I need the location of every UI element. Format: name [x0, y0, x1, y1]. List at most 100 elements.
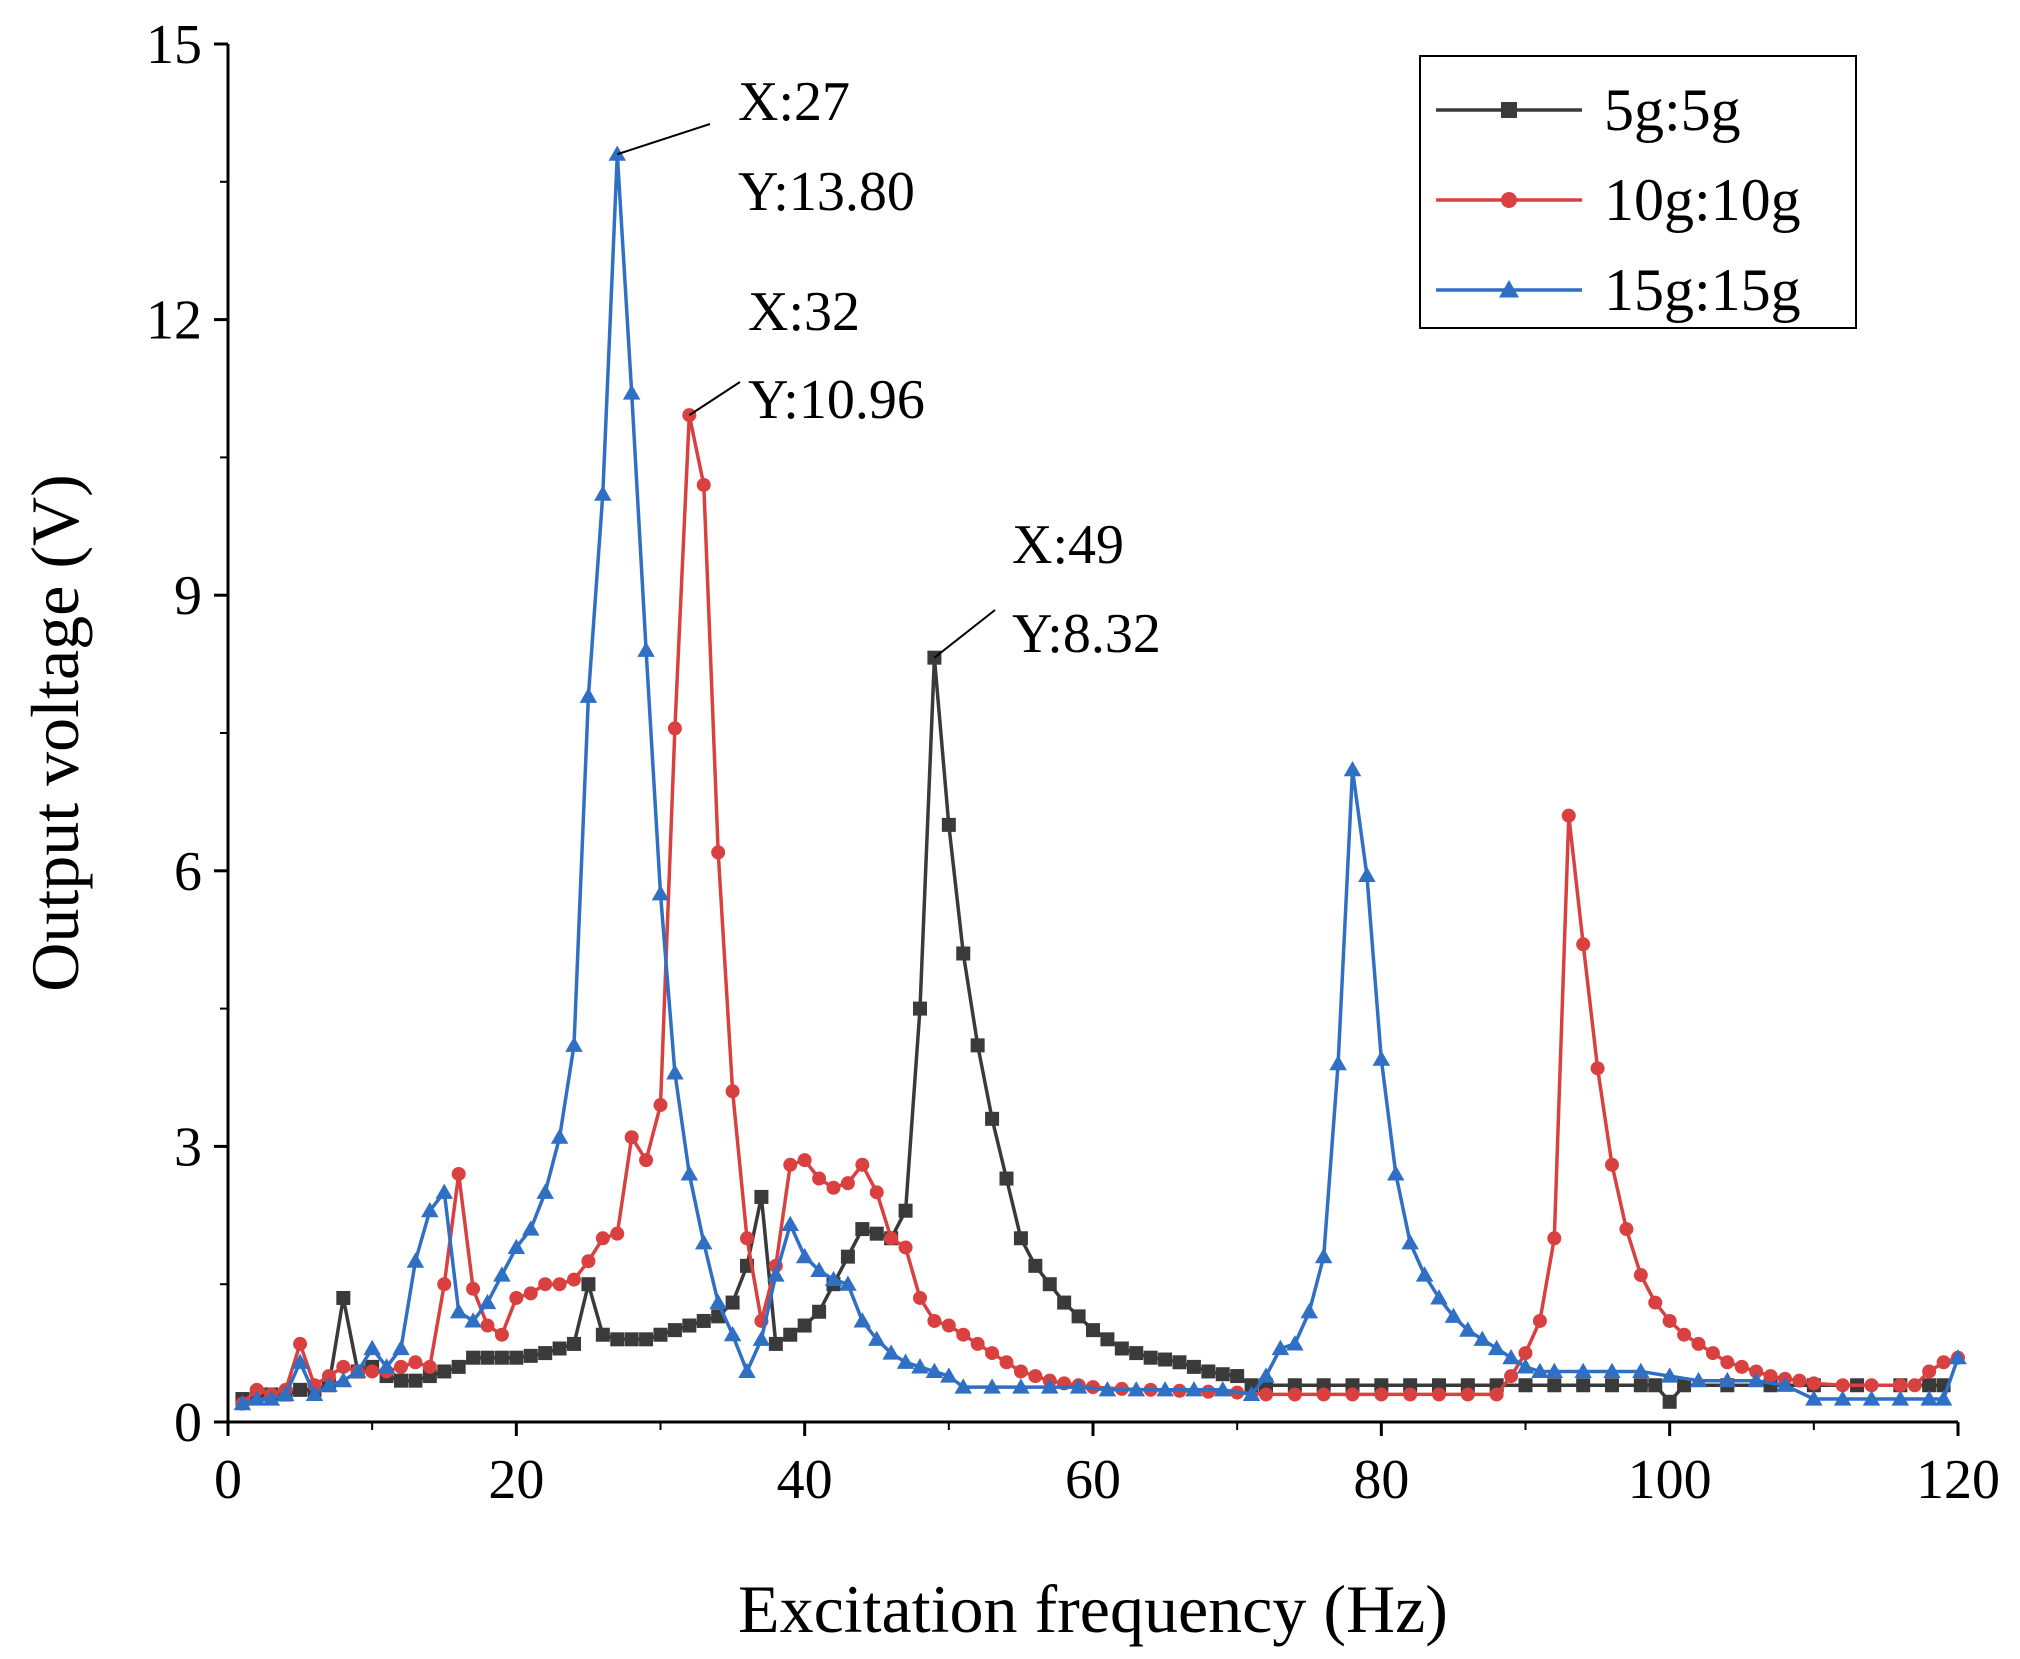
data-point-circle: [1316, 1387, 1331, 1402]
legend-entry-5g: 5g:5g: [1436, 77, 1741, 143]
data-point-square: [1605, 1378, 1619, 1393]
data-point-square: [1633, 1378, 1648, 1393]
data-point-triangle: [738, 1362, 756, 1379]
data-point-triangle: [925, 1362, 944, 1379]
data-point-triangle: [248, 1390, 266, 1406]
data-point-square: [1648, 1378, 1663, 1393]
data-point-square: [552, 1341, 567, 1356]
data-point-square: [1158, 1352, 1173, 1367]
legend: 5g:5g 10g:10g 15g:15g: [1419, 55, 1857, 329]
data-point-square: [1677, 1378, 1692, 1393]
annotation-leader-line: [616, 123, 711, 156]
data-point-triangle: [363, 1339, 381, 1356]
data-point-triangle: [349, 1362, 367, 1379]
data-point-triangle: [291, 1353, 309, 1369]
data-point-circle: [740, 1231, 754, 1246]
data-point-triangle: [1776, 1376, 1794, 1392]
data-point-circle: [783, 1157, 798, 1172]
data-point-circle: [581, 1254, 596, 1269]
data-point-triangle: [334, 1371, 353, 1388]
data-point-circle: [1691, 1336, 1706, 1351]
data-point-triangle: [868, 1330, 886, 1346]
data-point-square: [293, 1382, 308, 1397]
data-point-circle: [523, 1286, 538, 1301]
data-point-square: [494, 1350, 509, 1365]
data-point-square: [898, 1203, 913, 1218]
data-point-triangle: [1214, 1381, 1232, 1397]
data-point-triangle: [1343, 760, 1362, 777]
data-point-triangle: [464, 1312, 482, 1328]
data-point-triangle: [1459, 1321, 1477, 1337]
data-point-square: [581, 1277, 596, 1292]
data-point-circle: [725, 1084, 740, 1099]
annotation-peak-1: X:27 Y:13.80: [616, 71, 915, 223]
data-point-square: [567, 1336, 581, 1351]
data-point-triangle: [651, 885, 670, 901]
data-point-circle: [840, 1176, 855, 1191]
legend-label: 5g:5g: [1604, 77, 1741, 143]
data-point-triangle: [752, 1330, 771, 1346]
data-point-triangle: [795, 1247, 814, 1264]
data-point-circle: [494, 1327, 509, 1342]
data-point-triangle: [767, 1266, 785, 1282]
data-point-circle: [999, 1355, 1014, 1370]
data-point-circle: [293, 1336, 308, 1351]
data-point-triangle: [853, 1312, 872, 1328]
data-point-triangle: [1891, 1390, 1910, 1406]
data-point-triangle: [536, 1183, 554, 1199]
data-point-circle: [1460, 1387, 1475, 1402]
data-point-square: [682, 1318, 697, 1333]
data-point-square: [985, 1111, 1000, 1126]
data-point-triangle: [594, 485, 612, 501]
data-point-square: [394, 1373, 408, 1388]
annotation-y-label: Y:13.80: [738, 161, 915, 223]
data-point-square: [725, 1295, 740, 1310]
data-point-triangle: [1833, 1390, 1852, 1406]
data-point-circle: [624, 1130, 639, 1145]
data-point-circle: [408, 1355, 423, 1370]
data-point-triangle: [1473, 1330, 1491, 1346]
data-point-square: [667, 1323, 682, 1338]
data-point-triangle: [507, 1238, 526, 1255]
data-point-square: [999, 1171, 1014, 1186]
data-point-triangle: [1632, 1362, 1650, 1379]
data-point-triangle: [1185, 1381, 1203, 1397]
data-point-circle: [797, 1153, 812, 1168]
annotation-x-label: X:49: [1012, 514, 1124, 576]
data-point-circle: [1590, 1061, 1605, 1076]
data-point-square: [970, 1038, 985, 1053]
data-point-triangle: [896, 1353, 915, 1369]
annotation-y-label: Y:8.32: [1012, 603, 1161, 665]
data-point-circle: [1720, 1355, 1735, 1370]
data-point-circle: [1605, 1157, 1619, 1172]
data-point-square: [783, 1327, 798, 1342]
data-point-square: [1042, 1277, 1057, 1292]
data-point-square: [1143, 1350, 1158, 1365]
data-point-square: [1518, 1378, 1533, 1393]
data-point-square: [1100, 1332, 1115, 1347]
data-point-circle: [1792, 1373, 1807, 1388]
data-point-circle: [941, 1318, 956, 1333]
data-point-triangle: [622, 384, 641, 400]
legend-label: 10g:10g: [1604, 167, 1801, 233]
x-tick-label: 40: [777, 1449, 833, 1511]
data-point-triangle: [1271, 1339, 1290, 1356]
y-tick-label: 0: [174, 1392, 202, 1454]
data-point-circle: [711, 845, 726, 860]
data-point-triangle: [839, 1275, 857, 1291]
data-point-triangle: [305, 1385, 324, 1402]
data-point-circle: [1734, 1359, 1749, 1374]
data-point-triangle: [1069, 1378, 1088, 1394]
data-point-circle: [898, 1240, 913, 1255]
data-point-square: [595, 1327, 610, 1342]
data-point-circle: [667, 721, 682, 736]
data-point-square: [840, 1249, 855, 1264]
data-point-circle: [480, 1318, 495, 1333]
data-point-circle: [1201, 1384, 1216, 1399]
data-point-circle: [610, 1226, 625, 1241]
data-point-triangle: [1314, 1247, 1333, 1264]
data-point-triangle: [406, 1252, 425, 1268]
data-point-triangle: [781, 1215, 799, 1232]
annotation-x-label: X:32: [748, 281, 860, 343]
